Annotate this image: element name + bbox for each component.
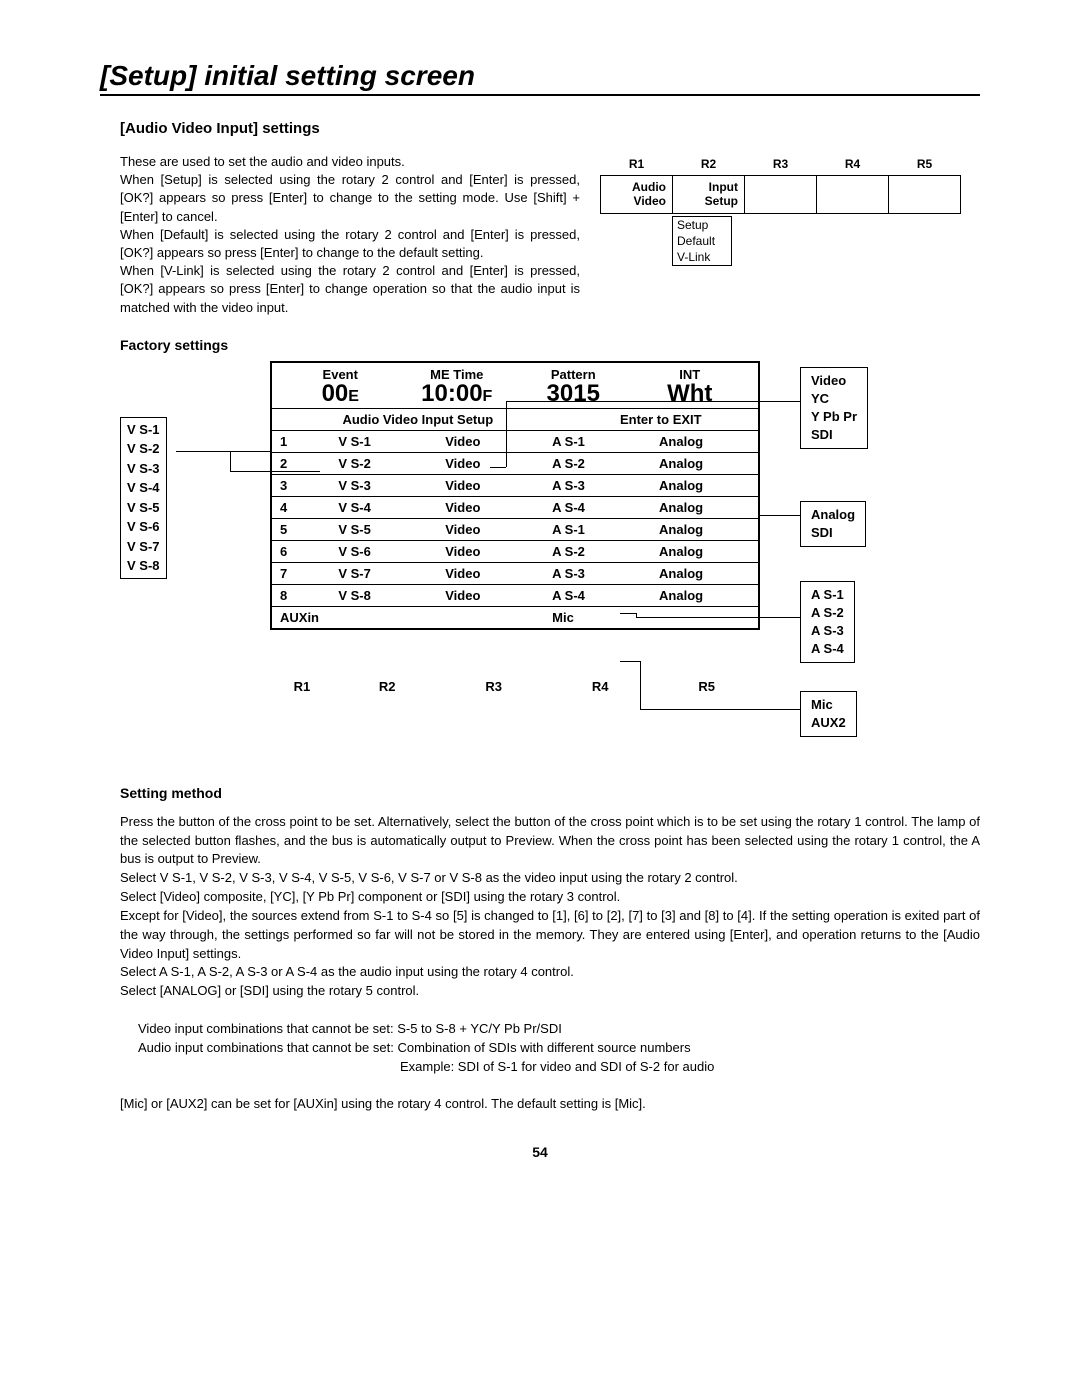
- th-r1: R1: [601, 153, 673, 176]
- th-r3: R3: [745, 153, 817, 176]
- method-p7b: Audio input combinations that cannot be …: [120, 1039, 980, 1058]
- method-p2: Select V S-1, V S-2, V S-3, V S-4, V S-5…: [120, 869, 980, 888]
- column-labels: R1 R2 R3 R4 R5: [270, 679, 760, 694]
- side-vs8: V S-8: [127, 556, 160, 576]
- page-number: 54: [100, 1144, 980, 1160]
- opt-vlink: V-Link: [673, 249, 731, 265]
- side-vs1: V S-1: [127, 420, 160, 440]
- opt-yc: YC: [811, 390, 857, 408]
- intro-p4: When [V-Link] is selected using the rota…: [120, 262, 580, 317]
- data-table: 1V S-1VideoA S-1Analog 2V S-2VideoA S-2A…: [272, 430, 758, 628]
- col-r5: R5: [653, 679, 760, 694]
- row-8: 8V S-8VideoA S-4Analog: [272, 584, 758, 606]
- figure: V S-1 V S-2 V S-3 V S-4 V S-5 V S-6 V S-…: [120, 361, 980, 761]
- cell-empty-r4: [817, 176, 889, 214]
- side-vs2: V S-2: [127, 439, 160, 459]
- col-r1: R1: [270, 679, 334, 694]
- opt-as4: A S-4: [811, 640, 844, 658]
- cell-input-setup: Input Setup: [673, 176, 745, 214]
- side-list: V S-1 V S-2 V S-3 V S-4 V S-5 V S-6 V S-…: [120, 417, 167, 579]
- hdr-event-suffix: E: [348, 388, 359, 405]
- side-vs4: V S-4: [127, 478, 160, 498]
- method-p6: Select [ANALOG] or [SDI] using the rotar…: [120, 982, 980, 1001]
- row-7: 7V S-7VideoA S-3Analog: [272, 562, 758, 584]
- intro-p3: When [Default] is selected using the rot…: [120, 226, 580, 262]
- side-vs5: V S-5: [127, 498, 160, 518]
- method-body: Press the button of the cross point to b…: [120, 813, 980, 1115]
- th-r2: R2: [673, 153, 745, 176]
- menu-table-wrap: R1 R2 R3 R4 R5 Audio Video Input Setup S…: [600, 153, 980, 317]
- opt-mic-aux: Mic AUX2: [800, 691, 857, 737]
- method-p1: Press the button of the cross point to b…: [120, 813, 980, 870]
- th-r4: R4: [817, 153, 889, 176]
- opt-aux2: AUX2: [811, 714, 846, 732]
- intro-p2: When [Setup] is selected using the rotar…: [120, 171, 580, 226]
- opt-analog: Analog: [811, 506, 855, 524]
- opt-video-type: Video YC Y Pb Pr SDI: [800, 367, 868, 450]
- row-4: 4V S-4VideoA S-4Analog: [272, 496, 758, 518]
- hdr-pattern-val: 3015: [515, 382, 632, 406]
- opt-as2: A S-2: [811, 604, 844, 622]
- hdr-event-val: 00: [322, 380, 349, 407]
- row-6: 6V S-6VideoA S-2Analog: [272, 540, 758, 562]
- row-2: 2V S-2VideoA S-2Analog: [272, 452, 758, 474]
- opt-sdi2: SDI: [811, 524, 855, 542]
- opt-ypbpr: Y Pb Pr: [811, 408, 857, 426]
- method-p4: Except for [Video], the sources extend f…: [120, 907, 980, 964]
- side-vs7: V S-7: [127, 537, 160, 557]
- side-vs3: V S-3: [127, 459, 160, 479]
- menu-table: R1 R2 R3 R4 R5 Audio Video Input Setup: [600, 153, 961, 214]
- opt-as1: A S-1: [811, 586, 844, 604]
- factory-heading: Factory settings: [120, 337, 980, 353]
- opt-default: Default: [673, 233, 731, 249]
- hdr-metime-suffix: F: [483, 388, 493, 405]
- page-title: [Setup] initial setting screen: [100, 60, 980, 96]
- col-r3: R3: [440, 679, 547, 694]
- side-vs6: V S-6: [127, 517, 160, 537]
- opt-audio-src: A S-1 A S-2 A S-3 A S-4: [800, 581, 855, 664]
- method-p5: Select A S-1, A S-2, A S-3 or A S-4 as t…: [120, 963, 980, 982]
- row-3: 3V S-3VideoA S-3Analog: [272, 474, 758, 496]
- opt-as3: A S-3: [811, 622, 844, 640]
- opt-analog-sdi: Analog SDI: [800, 501, 866, 547]
- subhdr-left: Audio Video Input Setup: [272, 409, 564, 430]
- method-p7a: Video input combinations that cannot be …: [120, 1020, 980, 1039]
- method-p7c: Example: SDI of S-1 for video and SDI of…: [120, 1058, 980, 1077]
- intro-p1: These are used to set the audio and vide…: [120, 153, 580, 171]
- opt-video: Video: [811, 372, 857, 390]
- cell-empty-r3: [745, 176, 817, 214]
- cell-empty-r5: [889, 176, 961, 214]
- row-1: 1V S-1VideoA S-1Analog: [272, 430, 758, 452]
- opt-mic: Mic: [811, 696, 846, 714]
- col-r4: R4: [547, 679, 654, 694]
- opt-setup: Setup: [673, 217, 731, 233]
- th-r5: R5: [889, 153, 961, 176]
- method-heading: Setting method: [120, 785, 980, 801]
- section-subtitle: [Audio Video Input] settings: [120, 120, 980, 137]
- row-5: 5V S-5VideoA S-1Analog: [272, 518, 758, 540]
- method-p3: Select [Video] composite, [YC], [Y Pb Pr…: [120, 888, 980, 907]
- hdr-int-val: Wht: [632, 382, 749, 406]
- col-r2: R2: [334, 679, 441, 694]
- subhdr-right: Enter to EXIT: [564, 409, 758, 430]
- hdr-metime-val: 10:00: [421, 380, 482, 407]
- cell-audio-video: Audio Video: [601, 176, 673, 214]
- opt-sdi: SDI: [811, 426, 857, 444]
- method-p8: [Mic] or [AUX2] can be set for [AUXin] u…: [120, 1095, 980, 1114]
- dropdown-options: Setup Default V-Link: [672, 216, 732, 266]
- intro-text: These are used to set the audio and vide…: [120, 153, 580, 317]
